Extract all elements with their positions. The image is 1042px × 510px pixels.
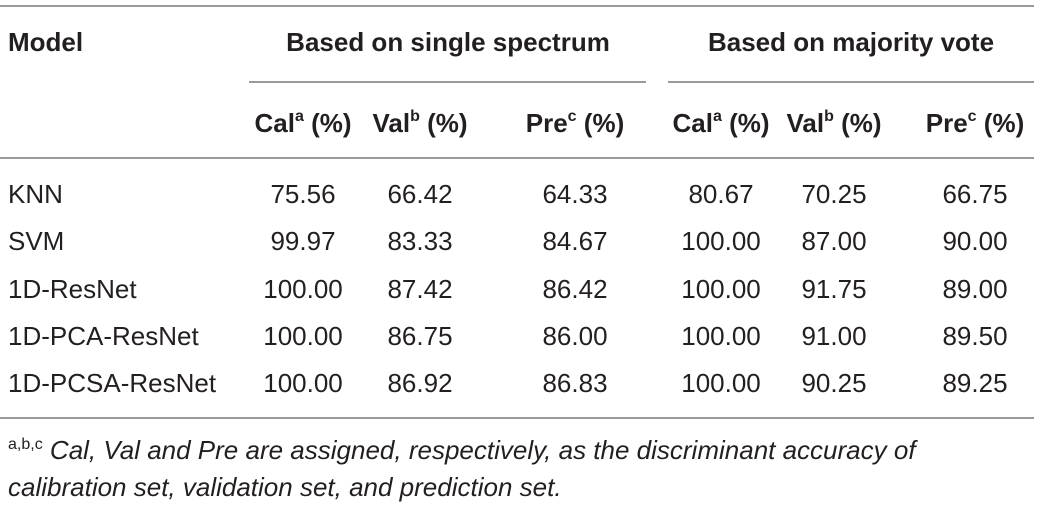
table-footnote: a,b,c Cal, Val and Pre are assigned, res… <box>8 432 1038 506</box>
model-name-cell: SVM <box>8 226 65 256</box>
column-header-footnote-marker: b <box>824 108 834 125</box>
column-header-cal: Cala (%) <box>254 108 352 138</box>
value-cell: 100.00 <box>681 226 761 256</box>
value-cell: 86.00 <box>542 321 608 351</box>
value-cell: 89.25 <box>942 368 1008 398</box>
group-single-underline <box>249 81 646 83</box>
value-cell: 84.67 <box>542 226 608 256</box>
value-cell: 89.50 <box>942 321 1008 351</box>
footnote-text: Cal, Val and Pre are assigned, respectiv… <box>8 435 916 502</box>
column-header-unit: (%) <box>419 108 468 138</box>
model-name-cell: 1D-PCSA-ResNet <box>8 368 217 398</box>
value-cell: 80.67 <box>688 179 754 209</box>
footnote-markers: a,b,c <box>8 436 43 453</box>
group-majority-header: Based on majority vote <box>707 27 995 57</box>
value-cell: 86.42 <box>542 274 608 304</box>
column-header-unit: (%) <box>576 108 625 138</box>
column-header-val: Valb (%) <box>786 108 882 138</box>
value-cell: 99.97 <box>270 226 336 256</box>
value-cell: 86.92 <box>387 368 453 398</box>
column-header-name: Val <box>786 108 825 138</box>
column-header-unit: (%) <box>976 108 1025 138</box>
header-bottom-rule <box>0 157 1034 159</box>
value-cell: 100.00 <box>263 368 343 398</box>
value-cell: 100.00 <box>681 321 761 351</box>
value-cell: 100.00 <box>263 274 343 304</box>
value-cell: 91.75 <box>801 274 867 304</box>
column-header-cal: Cala (%) <box>672 108 770 138</box>
column-header-pre: Prec (%) <box>525 108 625 138</box>
value-cell: 83.33 <box>387 226 453 256</box>
column-header-name: Cal <box>254 108 295 138</box>
column-header-name: Cal <box>672 108 713 138</box>
value-cell: 75.56 <box>270 179 336 209</box>
value-cell: 100.00 <box>681 274 761 304</box>
column-header-name: Val <box>372 108 411 138</box>
value-cell: 100.00 <box>263 321 343 351</box>
value-cell: 90.25 <box>801 368 867 398</box>
top-rule <box>0 5 1034 7</box>
column-header-unit: (%) <box>303 108 352 138</box>
table-bottom-rule <box>0 417 1034 419</box>
column-header-unit: (%) <box>833 108 882 138</box>
column-header-val: Valb (%) <box>372 108 468 138</box>
value-cell: 87.42 <box>387 274 453 304</box>
model-header: Model <box>8 27 84 57</box>
value-cell: 64.33 <box>542 179 608 209</box>
column-header-footnote-marker: c <box>567 108 577 125</box>
column-header-footnote-marker: a <box>294 108 304 125</box>
column-header-footnote-marker: c <box>967 108 977 125</box>
model-name-cell: 1D-ResNet <box>8 274 137 304</box>
column-header-name: Pre <box>925 108 968 138</box>
value-cell: 86.83 <box>542 368 608 398</box>
value-cell: 91.00 <box>801 321 867 351</box>
column-header-footnote-marker: a <box>712 108 722 125</box>
value-cell: 70.25 <box>801 179 867 209</box>
column-header-name: Pre <box>525 108 568 138</box>
model-name-cell: KNN <box>8 179 63 209</box>
group-single-header: Based on single spectrum <box>286 27 610 57</box>
value-cell: 90.00 <box>942 226 1008 256</box>
model-name-cell: 1D-PCA-ResNet <box>8 321 199 351</box>
column-header-pre: Prec (%) <box>925 108 1025 138</box>
column-header-footnote-marker: b <box>410 108 420 125</box>
value-cell: 66.42 <box>387 179 453 209</box>
value-cell: 87.00 <box>801 226 867 256</box>
value-cell: 100.00 <box>681 368 761 398</box>
value-cell: 89.00 <box>942 274 1008 304</box>
group-majority-underline <box>668 81 1034 83</box>
value-cell: 86.75 <box>387 321 453 351</box>
value-cell: 66.75 <box>942 179 1008 209</box>
column-header-unit: (%) <box>721 108 770 138</box>
